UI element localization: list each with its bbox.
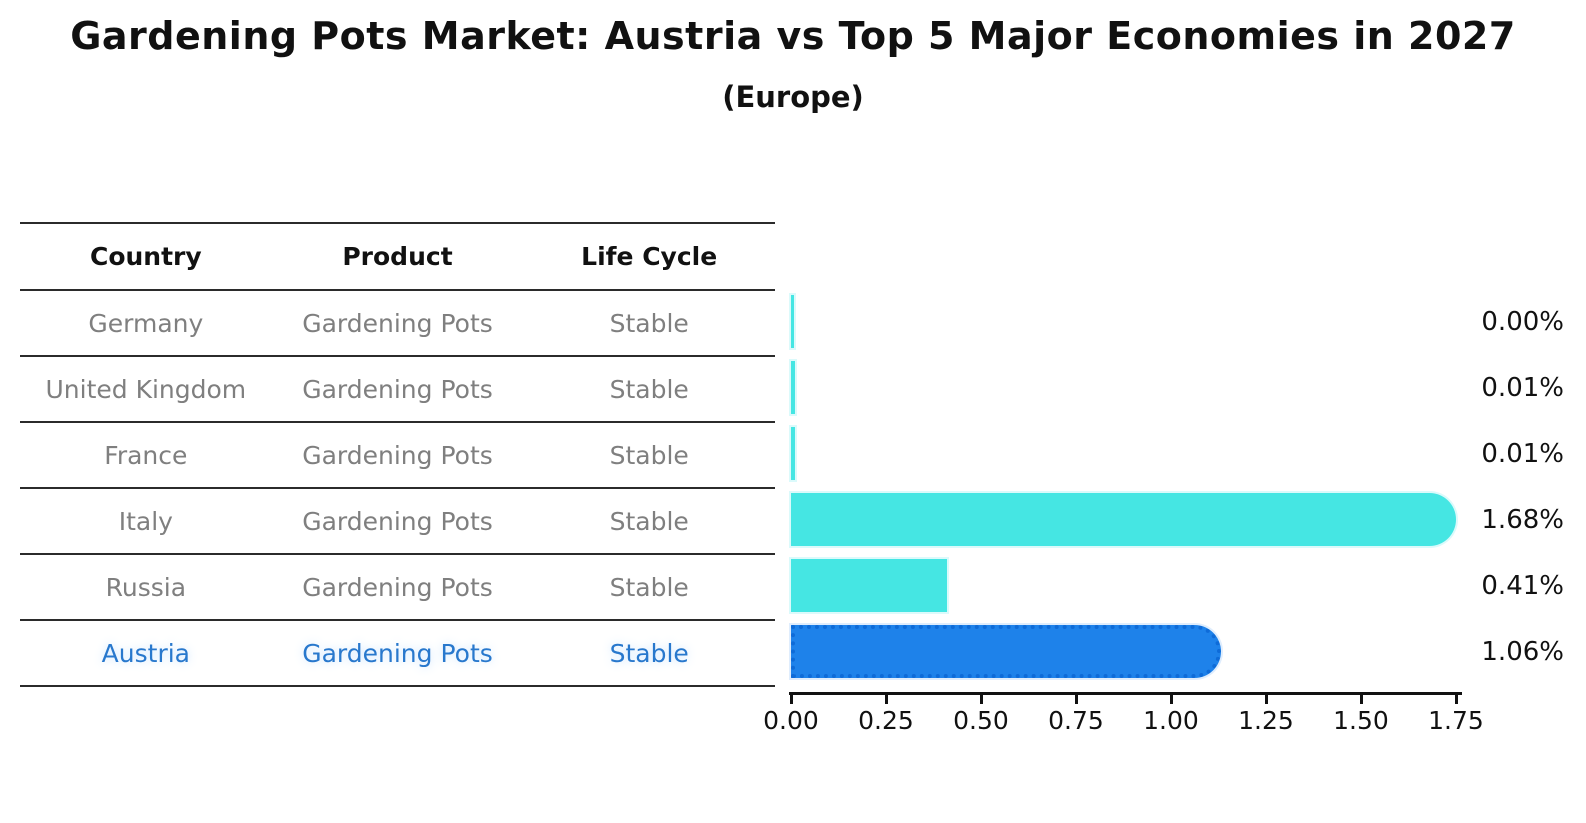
bar-italy [791,493,1457,546]
col-header-country: Country [89,242,202,271]
country-table: Country Product Life Cycle Germany Garde… [20,222,775,687]
x-tick-label: 1.25 [1238,706,1294,735]
x-tick-mark [979,695,983,704]
table-row-germany: Germany Gardening Pots Stable [20,291,775,357]
value-label-germany: 0.00% [1481,307,1564,337]
table-row-italy: Italy Gardening Pots Stable [20,489,775,555]
product-cell: Gardening Pots [302,440,493,470]
product-cell: Gardening Pots [302,374,493,404]
x-tick-mark [789,695,793,704]
bar-russia [791,559,947,612]
bar-united-kingdom [791,361,795,414]
x-tick-label: 0.50 [953,706,1009,735]
table-row-russia: Russia Gardening Pots Stable [20,555,775,621]
x-tick-mark [1454,695,1458,704]
lifecycle-cell: Stable [609,506,689,536]
chart-title: Gardening Pots Market: Austria vs Top 5 … [70,14,1516,58]
country-cell: Russia [105,572,187,602]
country-cell: Germany [88,308,204,338]
table-header-row: Country Product Life Cycle [20,224,775,291]
x-tick-mark [1264,695,1268,704]
x-tick-label: 0.75 [1048,706,1104,735]
product-cell: Gardening Pots [302,308,493,338]
x-tick-mark [1074,695,1078,704]
lifecycle-cell: Stable [609,572,689,602]
value-label-france: 0.01% [1481,439,1564,469]
lifecycle-cell: Stable [609,308,689,338]
x-tick-label: 1.00 [1143,706,1199,735]
bar-austria [791,625,1221,678]
x-tick-mark [884,695,888,704]
bar-france [791,427,795,480]
country-cell: Italy [118,506,173,536]
product-cell: Gardening Pots [302,638,493,668]
table-row-france: France Gardening Pots Stable [20,423,775,489]
value-label-italy: 1.68% [1481,505,1564,535]
x-tick-label: 1.75 [1428,706,1484,735]
x-tick-mark [1169,695,1173,704]
x-tick-label: 0.00 [763,706,819,735]
col-header-product: Product [342,242,453,271]
value-label-russia: 0.41% [1481,571,1564,601]
value-label-austria: 1.06% [1481,637,1564,667]
x-tick-label: 1.50 [1333,706,1389,735]
lifecycle-cell: Stable [609,638,689,668]
product-cell: Gardening Pots [302,572,493,602]
country-cell: France [104,440,188,470]
product-cell: Gardening Pots [302,506,493,536]
value-label-united-kingdom: 0.01% [1481,373,1564,403]
bar-germany [791,295,794,348]
table-row-united-kingdom: United Kingdom Gardening Pots Stable [20,357,775,423]
x-tick-mark [1359,695,1363,704]
chart-subtitle: (Europe) [722,80,864,114]
lifecycle-cell: Stable [609,440,689,470]
table-row-austria: Austria Gardening Pots Stable [20,621,775,687]
lifecycle-cell: Stable [609,374,689,404]
x-axis-line [789,692,1462,695]
country-cell: United Kingdom [45,374,247,404]
country-cell: Austria [101,638,190,668]
col-header-lifecycle: Life Cycle [581,242,718,271]
x-tick-label: 0.25 [858,706,914,735]
